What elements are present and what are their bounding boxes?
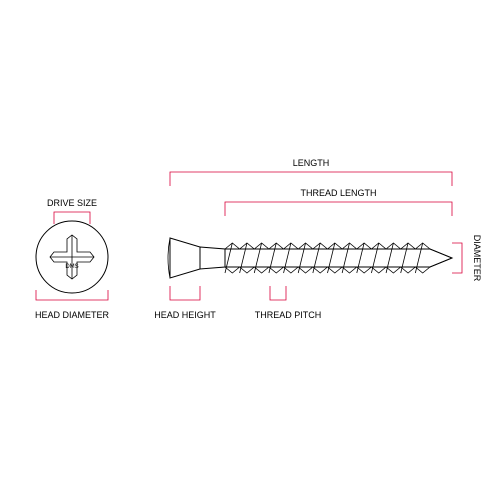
svg-text:LENGTH: LENGTH: [293, 158, 330, 168]
screw-dimension-diagram: DRIVE SIZE DMS HEAD DIAMETER LENGTH THREAD L…: [0, 0, 500, 500]
svg-text:DIAMETER: DIAMETER: [472, 235, 482, 282]
svg-text:HEAD DIAMETER: HEAD DIAMETER: [35, 310, 110, 320]
svg-text:HEAD HEIGHT: HEAD HEIGHT: [154, 310, 216, 320]
svg-text:DMS: DMS: [65, 264, 78, 270]
svg-text:DRIVE SIZE: DRIVE SIZE: [47, 198, 97, 208]
svg-text:THREAD LENGTH: THREAD LENGTH: [300, 188, 376, 198]
svg-text:THREAD PITCH: THREAD PITCH: [255, 310, 322, 320]
